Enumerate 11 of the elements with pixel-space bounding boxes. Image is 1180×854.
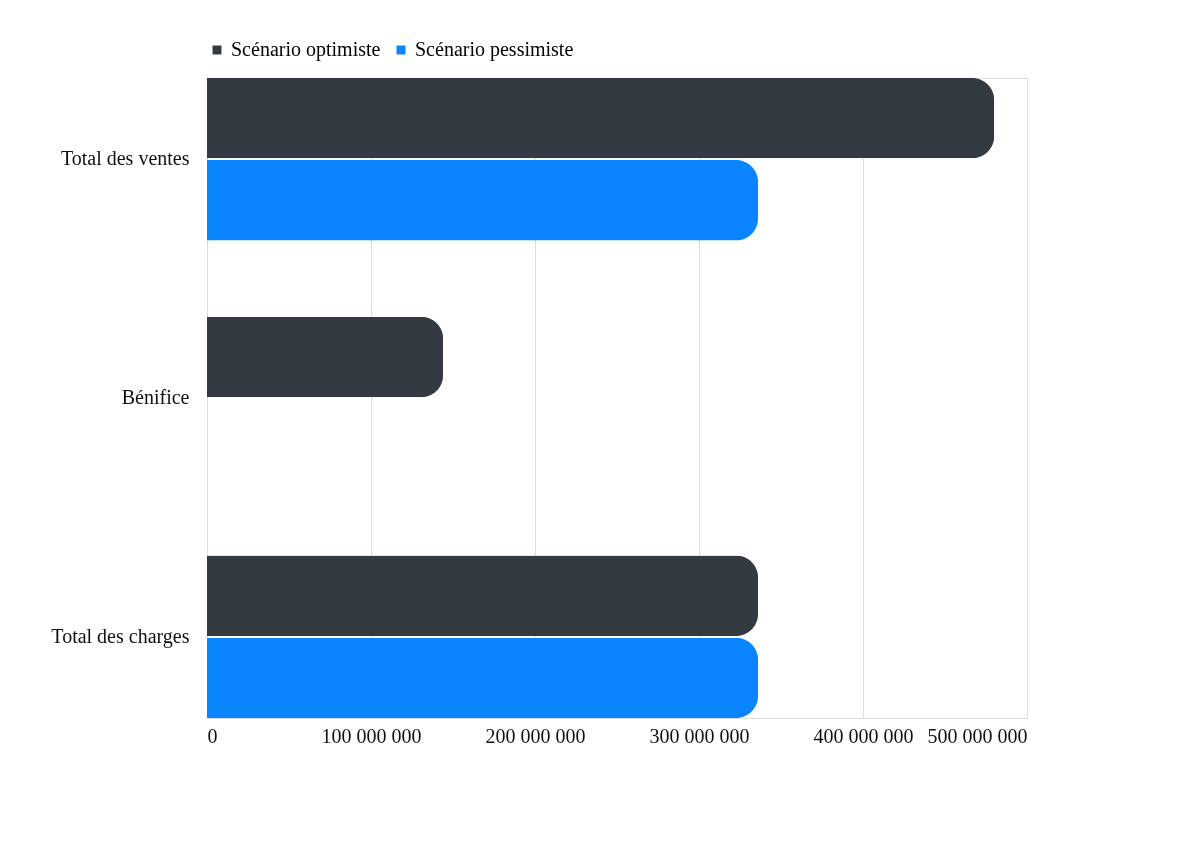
x-tick-label: 0 xyxy=(207,724,218,747)
x-tick-label: 100 000 000 xyxy=(321,724,422,747)
y-tick-label: Total des charges xyxy=(51,624,190,648)
y-tick-label: Bénifice xyxy=(121,386,190,408)
legend-label: Scénario pessimiste xyxy=(415,38,574,61)
x-tick-label: 400 000 000 xyxy=(813,724,914,747)
legend-label: Scénario optimiste xyxy=(231,38,381,61)
x-tick-label: 300 000 000 xyxy=(649,724,750,747)
y-tick-label: Total des ventes xyxy=(60,147,190,170)
x-tick-label: 200 000 000 xyxy=(485,724,586,747)
x-tick-label: 500 000 000 xyxy=(927,724,1028,747)
